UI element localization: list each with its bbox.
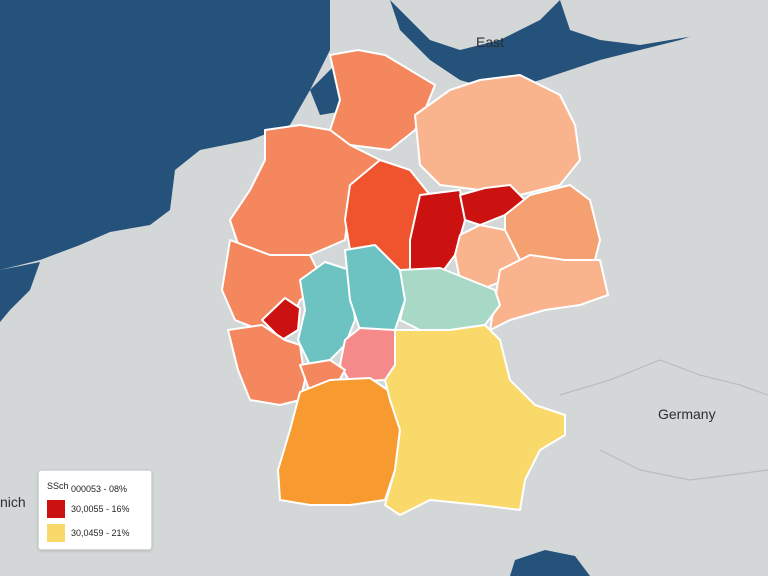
legend-item-label: 000053 - 08% — [71, 484, 128, 494]
label-edge: nich — [0, 494, 26, 510]
region-southwest — [227, 324, 306, 406]
legend-swatch — [47, 500, 65, 518]
region-northeast — [414, 74, 581, 196]
label-east: East — [476, 34, 505, 50]
legend-item: 30,0055 - 16% — [47, 499, 130, 519]
region-yellow — [384, 324, 566, 516]
legend-item-label: 30,0459 - 21% — [71, 528, 130, 538]
region-northwest — [229, 124, 381, 261]
label-germany: Germany — [658, 406, 716, 422]
legend-item: 000053 - 08% — [71, 479, 127, 499]
legend-swatch — [47, 524, 65, 542]
legend-item-label: 30,0055 - 16% — [71, 504, 130, 514]
region-orange-south — [277, 377, 401, 506]
border-line — [559, 359, 768, 396]
legend-title: SSch — [47, 481, 69, 491]
region-teal-west — [297, 261, 356, 366]
legend-item: 30,0459 - 21% — [47, 523, 130, 543]
region-teal-center — [344, 244, 406, 331]
sea-west-lower — [0, 262, 40, 322]
land-northeast-2 — [560, 0, 768, 45]
sea-west — [0, 0, 330, 270]
map-legend: SSch 000053 - 08% 30,0055 - 16% 30,0459 … — [38, 470, 152, 550]
region-east-south — [489, 254, 609, 331]
border-line — [599, 449, 768, 481]
land-northeast — [390, 0, 560, 50]
lake-south — [510, 550, 590, 576]
